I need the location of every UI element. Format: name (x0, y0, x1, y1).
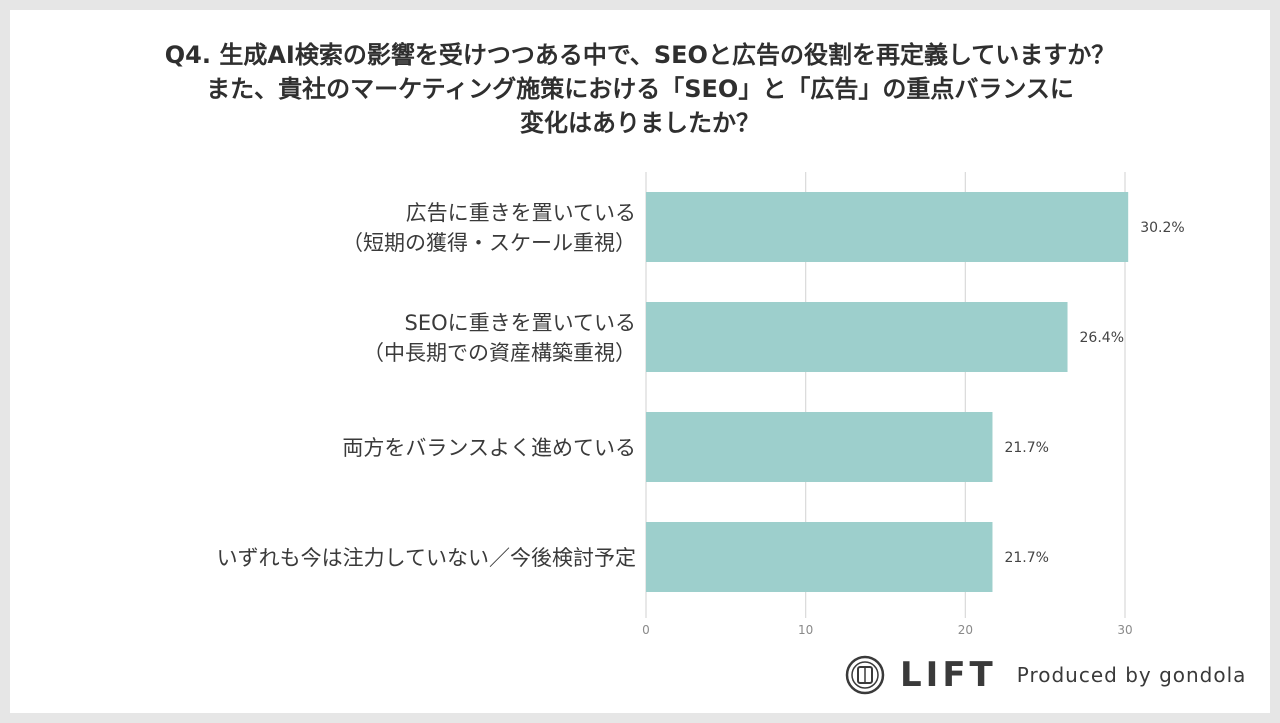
value-label-3: 21.7% (1004, 550, 1048, 566)
produced-by: Produced by gondola (1016, 663, 1247, 687)
bar-2 (646, 412, 993, 482)
x-tick-label-2: 20 (958, 623, 973, 637)
footer: LIFT Produced by gondola (844, 652, 1246, 698)
value-label-0: 30.2% (1140, 220, 1184, 236)
category-label-3-0: いずれも今は注力していない／今後検討予定 (217, 546, 636, 570)
chart-title-line-2: また、貴社のマーケティング施策における「SEO」と「広告」の重点バランスに (206, 75, 1074, 103)
value-label-2: 21.7% (1004, 440, 1048, 456)
category-label-1-0: SEOに重きを置いている (405, 311, 637, 335)
x-tick-label-0: 0 (642, 623, 650, 637)
brand-name: LIFT (900, 655, 997, 695)
category-label-2-0: 両方をバランスよく進めている (342, 436, 636, 460)
category-label-0-0: 広告に重きを置いている (406, 201, 636, 225)
bar-1 (646, 302, 1068, 372)
category-label-1-1: （中長期での資産構築重視） (363, 341, 636, 365)
bar-0 (646, 192, 1129, 262)
bar-3 (646, 522, 993, 592)
chart-title: Q4. 生成AI検索の影響を受けつつある中で、SEOと広告の役割を再定義していま… (0, 38, 1280, 140)
x-tick-label-1: 10 (798, 623, 813, 637)
x-tick-label-3: 30 (1117, 623, 1132, 637)
lift-logo-icon (845, 655, 885, 695)
chart-title-line-1: Q4. 生成AI検索の影響を受けつつある中で、SEOと広告の役割を再定義していま… (164, 41, 1116, 69)
category-label-0-1: （短期の獲得・スケール重視） (342, 231, 636, 255)
chart-title-line-3: 変化はありましたか？ (520, 109, 760, 137)
value-label-1: 26.4% (1080, 330, 1124, 346)
